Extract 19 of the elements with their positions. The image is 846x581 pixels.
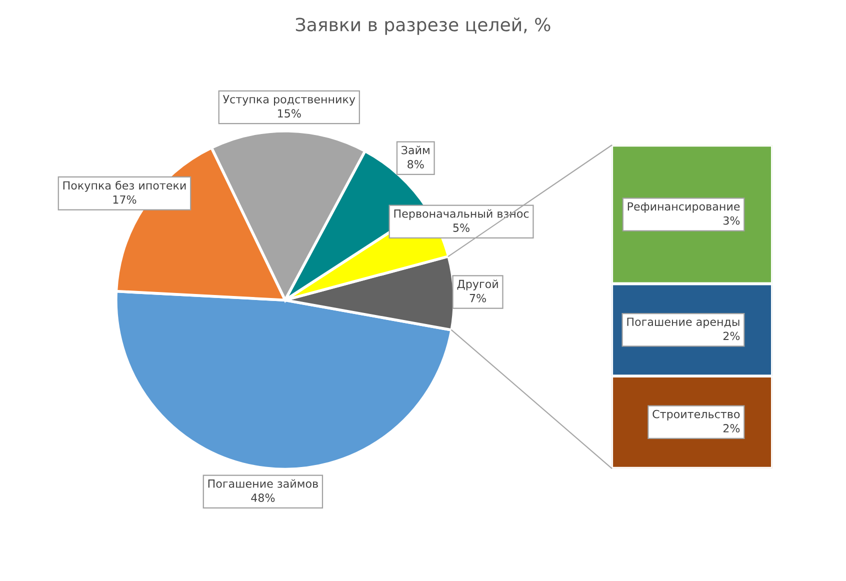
slice-label: Погашение займов bbox=[208, 479, 318, 488]
data-label: 8% bbox=[408, 160, 424, 168]
data-label: 3% bbox=[723, 216, 740, 225]
data-label: 17% bbox=[113, 195, 136, 204]
slice-label: Уступка родственнику bbox=[222, 95, 356, 106]
data-label: 48% bbox=[251, 494, 275, 502]
slice-label: Первоначальный взнос bbox=[394, 209, 529, 220]
slice-label: Другой bbox=[457, 280, 498, 290]
data-label: 2% bbox=[723, 424, 740, 432]
series-label: Строительство bbox=[652, 410, 740, 420]
slice-label: Покупка без ипотеки bbox=[63, 180, 186, 192]
data-label: 15% bbox=[278, 109, 301, 118]
data-label: 2% bbox=[723, 332, 740, 340]
series-label: Погашение аренды bbox=[627, 318, 740, 328]
series-label: Рефинансирование bbox=[628, 202, 740, 213]
slice-label: Займ bbox=[402, 146, 430, 154]
chart-title: Заявки в разрезе целей, % bbox=[296, 17, 550, 35]
data-label: 5% bbox=[453, 224, 470, 232]
data-label: 7% bbox=[470, 294, 486, 302]
